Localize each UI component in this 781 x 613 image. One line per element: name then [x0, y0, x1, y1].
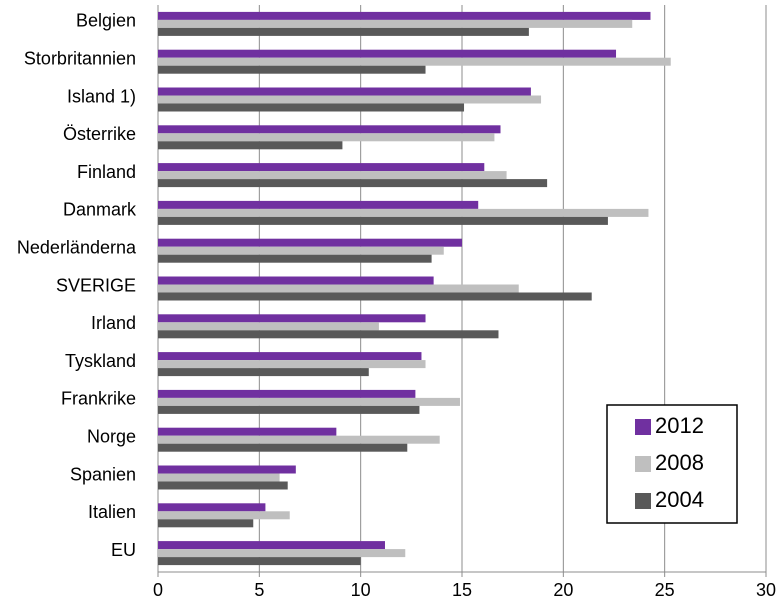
bar — [158, 238, 462, 247]
bar — [158, 481, 288, 490]
x-tick-label: 20 — [553, 580, 573, 600]
y-tick-label: Norge — [87, 426, 136, 446]
bar — [158, 11, 651, 20]
y-tick-label: Italien — [88, 502, 136, 522]
bar — [158, 284, 519, 293]
bar — [158, 397, 460, 406]
bar — [158, 163, 485, 172]
bar — [158, 314, 426, 323]
bar — [158, 200, 479, 209]
legend-swatch — [635, 419, 651, 435]
bar — [158, 549, 406, 558]
bar — [158, 352, 422, 361]
y-tick-label: Frankrike — [61, 389, 136, 409]
bar — [158, 254, 432, 263]
y-tick-label: Spanien — [70, 464, 136, 484]
x-tick-label: 30 — [756, 580, 776, 600]
bar — [158, 322, 379, 331]
y-tick-label: Storbritannien — [24, 48, 136, 68]
bar — [158, 246, 444, 255]
y-tick-label: Danmark — [63, 200, 137, 220]
bar — [158, 57, 671, 66]
y-tick-label: Island 1) — [67, 86, 136, 106]
y-tick-label: SVERIGE — [56, 275, 136, 295]
y-tick-label: Österrike — [63, 124, 136, 144]
y-tick-label: Finland — [77, 162, 136, 182]
bar — [158, 443, 408, 452]
bar — [158, 519, 254, 528]
legend-box — [606, 404, 738, 524]
bar — [158, 216, 608, 225]
bar — [158, 503, 266, 512]
legend-label: 2008 — [655, 450, 704, 475]
bar — [158, 435, 440, 444]
bar — [158, 360, 426, 369]
bar — [158, 133, 495, 142]
x-tick-label: 15 — [452, 580, 472, 600]
bar — [158, 87, 531, 96]
bar — [158, 208, 649, 217]
bar — [158, 125, 501, 134]
bar — [158, 405, 420, 414]
x-tick-label: 5 — [254, 580, 264, 600]
x-tick-label: 0 — [153, 580, 163, 600]
bar — [158, 49, 617, 58]
bar — [158, 511, 290, 520]
bar — [158, 141, 343, 150]
bar — [158, 27, 529, 36]
legend-swatch — [635, 456, 651, 472]
legend-label: 2004 — [655, 487, 704, 512]
bar — [158, 368, 369, 377]
bar — [158, 19, 633, 28]
y-tick-label: Nederländerna — [17, 237, 137, 257]
bar — [158, 171, 507, 180]
bar — [158, 276, 434, 285]
y-tick-label: EU — [111, 540, 136, 560]
x-tick-label: 10 — [351, 580, 371, 600]
bar — [158, 292, 592, 301]
legend-label: 2012 — [655, 413, 704, 438]
bar — [158, 427, 337, 436]
bar — [158, 389, 416, 398]
legend-swatch — [635, 493, 651, 509]
y-tick-label: Belgien — [76, 11, 136, 31]
bar — [158, 179, 548, 188]
bar — [158, 95, 542, 104]
y-tick-label: Irland — [91, 313, 136, 333]
bar — [158, 103, 465, 112]
bar — [158, 557, 361, 566]
bar — [158, 465, 296, 474]
bar — [158, 473, 280, 482]
bar — [158, 541, 385, 550]
bar — [158, 65, 426, 74]
bar — [158, 330, 499, 339]
x-tick-label: 25 — [655, 580, 675, 600]
y-tick-label: Tyskland — [65, 351, 136, 371]
